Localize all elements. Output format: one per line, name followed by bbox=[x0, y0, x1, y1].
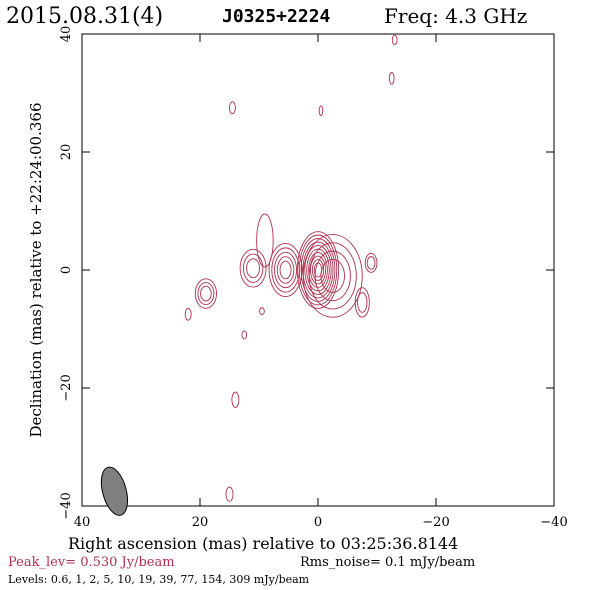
frequency-label: Freq: 4.3 GHz bbox=[384, 4, 528, 28]
contour-lines bbox=[184, 34, 398, 502]
contour-level bbox=[268, 242, 303, 297]
contour-level bbox=[239, 248, 267, 288]
component-knot-2 bbox=[239, 248, 267, 288]
axis-ticks bbox=[81, 33, 555, 507]
contour-level bbox=[311, 259, 325, 281]
contour-level bbox=[318, 105, 324, 116]
y-axis-label: Declination (mas) relative to +22:24:00.… bbox=[27, 102, 45, 437]
source-name: J0325+2224 bbox=[222, 6, 331, 27]
component-noise bbox=[225, 486, 234, 502]
contour-level bbox=[184, 307, 192, 321]
contour-level bbox=[302, 241, 334, 299]
contour-level bbox=[259, 307, 265, 316]
contour-level bbox=[246, 258, 261, 279]
contour-level bbox=[197, 282, 215, 306]
contour-level bbox=[314, 250, 351, 302]
x-tick-label: 0 bbox=[314, 515, 322, 530]
rms-noise: Rms_noise= 0.1 mJy/beam bbox=[300, 555, 476, 570]
x-tick-label: −40 bbox=[540, 515, 567, 530]
y-tick-labels: 40 20 0 −20 −40 bbox=[59, 26, 74, 520]
component-noise bbox=[318, 105, 324, 116]
peak-level: Peak_lev= 0.530 Jy/beam bbox=[8, 555, 175, 570]
contour-level bbox=[357, 292, 368, 313]
observation-date: 2015.08.31(4) bbox=[6, 4, 164, 29]
contour-level bbox=[276, 256, 295, 284]
contour-level bbox=[308, 252, 328, 288]
x-tick-label: −20 bbox=[422, 515, 449, 530]
contour-level bbox=[271, 247, 300, 293]
y-tick-label: 20 bbox=[59, 144, 74, 161]
component-west-blob bbox=[364, 253, 378, 273]
y-tick-label: 40 bbox=[59, 26, 74, 43]
x-tick-label: 40 bbox=[74, 515, 91, 530]
component-core bbox=[296, 231, 340, 309]
component-south-jet bbox=[354, 287, 370, 318]
contour-level bbox=[308, 242, 357, 310]
contour-level bbox=[256, 213, 274, 268]
y-tick-label: 0 bbox=[59, 266, 74, 274]
x-tick-labels: 40 20 0 −20 −40 bbox=[74, 515, 568, 530]
contour-level bbox=[229, 101, 236, 115]
contour-level bbox=[302, 234, 363, 318]
beam-ellipse bbox=[100, 466, 129, 516]
component-knot-3 bbox=[194, 278, 217, 309]
contour-level bbox=[296, 231, 340, 309]
y-tick-label: −40 bbox=[59, 492, 74, 519]
component-noise bbox=[388, 71, 395, 85]
component-noise bbox=[391, 34, 398, 46]
contour-level bbox=[306, 248, 330, 292]
component-noise bbox=[241, 330, 248, 340]
beam bbox=[100, 466, 129, 516]
component-noise bbox=[184, 307, 192, 321]
contour-level bbox=[388, 71, 395, 85]
contour-level bbox=[274, 251, 298, 289]
contour-level bbox=[200, 285, 212, 302]
x-tick-label: 20 bbox=[192, 515, 209, 530]
contour-levels: Levels: 0.6, 1, 2, 5, 10, 19, 39, 77, 15… bbox=[8, 573, 310, 586]
contour-level bbox=[366, 256, 376, 270]
contour-level bbox=[310, 255, 326, 285]
contour-level bbox=[304, 245, 332, 295]
component-noise bbox=[259, 307, 265, 316]
component-east-extension bbox=[256, 213, 274, 268]
contour-level bbox=[225, 486, 234, 502]
contour-level bbox=[231, 391, 240, 408]
x-axis-label: Right ascension (mas) relative to 03:25:… bbox=[68, 534, 459, 553]
contour-level bbox=[279, 260, 292, 280]
contour-level bbox=[242, 253, 264, 283]
contour-level bbox=[194, 278, 217, 309]
component-noise bbox=[231, 391, 240, 408]
component-inner-jet bbox=[302, 234, 363, 318]
contour-level bbox=[391, 34, 398, 46]
component-knot-1 bbox=[268, 242, 303, 297]
contour-level bbox=[354, 287, 370, 318]
component-noise bbox=[229, 101, 236, 115]
contour-level bbox=[241, 330, 248, 340]
y-tick-label: −20 bbox=[59, 374, 74, 401]
plot-frame bbox=[81, 33, 555, 507]
contour-level bbox=[364, 253, 378, 273]
contour-level bbox=[320, 258, 346, 293]
